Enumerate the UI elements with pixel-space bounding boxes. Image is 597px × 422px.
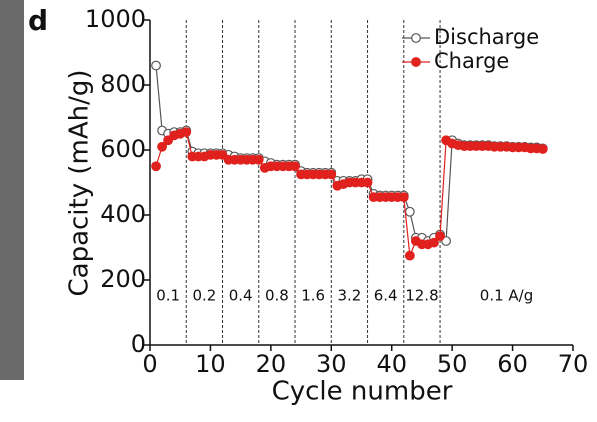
- data-point: [404, 250, 415, 261]
- x-tick-label: 10: [195, 350, 226, 378]
- adjacent-panel-edge: [0, 0, 24, 380]
- x-tick-label: 20: [256, 350, 287, 378]
- data-point: [398, 192, 409, 203]
- data-point: [151, 161, 161, 172]
- data-point: [151, 60, 161, 71]
- data-point: [181, 127, 192, 138]
- panel-label: d: [28, 4, 48, 37]
- x-tick-label: 0: [142, 350, 157, 378]
- data-point: [404, 206, 415, 217]
- x-tick-label: 40: [376, 350, 407, 378]
- x-tick-label: 60: [497, 350, 528, 378]
- y-tick-label: 600: [100, 135, 146, 163]
- y-tick-label: 1000: [85, 5, 146, 33]
- x-tick-label: 70: [558, 350, 589, 378]
- legend-marker: [411, 33, 421, 43]
- rate-label: 1.6: [301, 287, 325, 305]
- rate-label: 3.2: [337, 287, 361, 305]
- rate-label: 0.4: [229, 287, 253, 305]
- x-axis-title: Cycle number: [272, 377, 453, 407]
- rate-label: 12.8: [405, 287, 438, 305]
- x-tick-label: 50: [437, 350, 468, 378]
- data-point: [429, 237, 439, 248]
- data-point: [537, 144, 548, 154]
- y-tick-label: 800: [100, 70, 146, 98]
- rate-label: 0.1: [156, 287, 180, 305]
- data-point: [253, 154, 264, 165]
- data-point: [290, 161, 300, 172]
- y-tick-label: 0: [131, 330, 146, 358]
- legend-label: Charge: [434, 49, 509, 73]
- x-tick-label: 30: [316, 350, 347, 378]
- rate-label: 0.1 A/g: [480, 287, 533, 305]
- legend-marker: [411, 57, 421, 67]
- y-axis-title: Capacity (mAh/g): [65, 69, 95, 296]
- rate-label: 0.2: [192, 287, 216, 305]
- y-tick-label: 200: [100, 265, 146, 293]
- y-tick-label: 400: [100, 200, 146, 228]
- data-point: [157, 141, 167, 152]
- data-point: [435, 231, 445, 242]
- data-point: [362, 177, 373, 188]
- legend-label: Discharge: [434, 25, 539, 49]
- data-point: [326, 169, 337, 180]
- rate-label: 6.4: [374, 287, 398, 305]
- rate-label: 0.8: [265, 287, 289, 305]
